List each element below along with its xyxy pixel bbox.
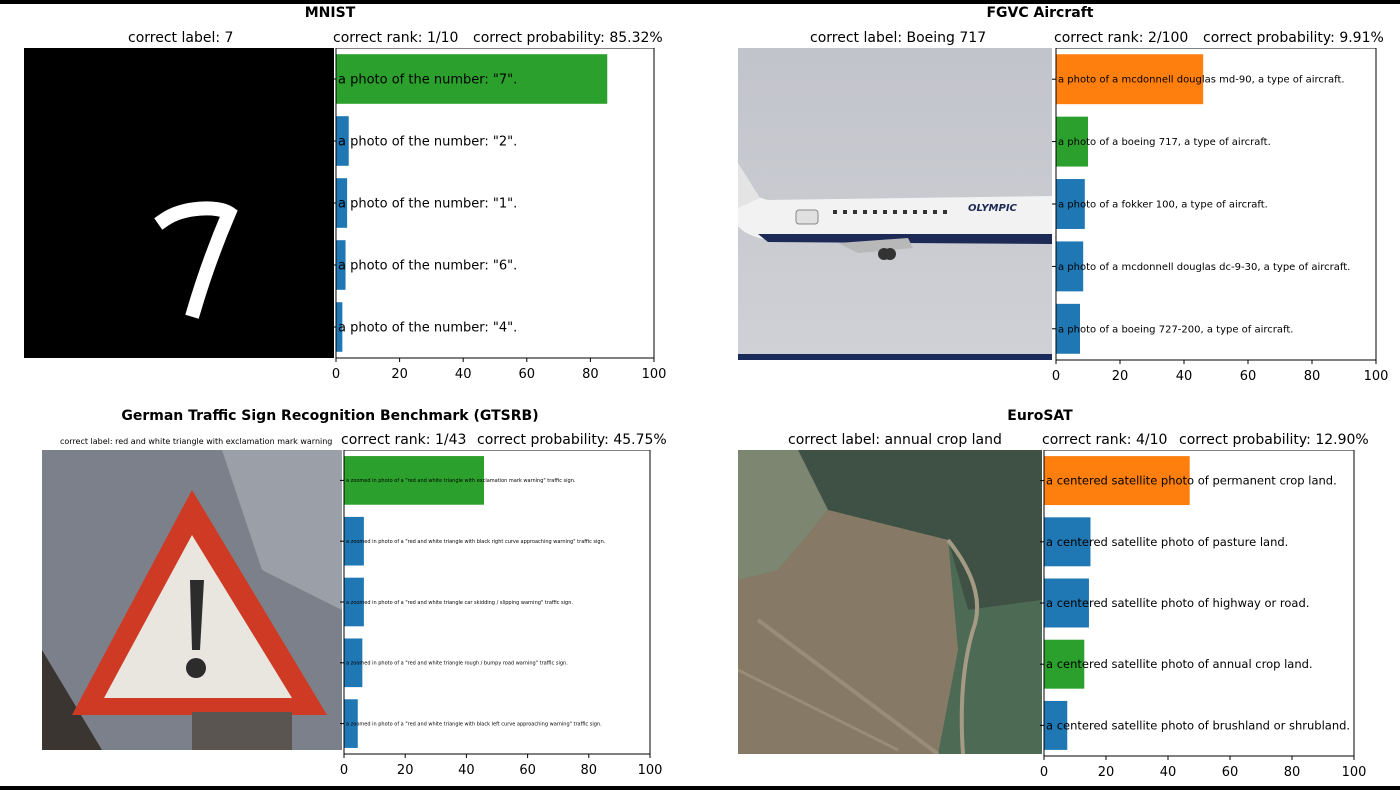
correct-rank-mnist: correct rank: 1/10 <box>333 30 459 46</box>
bar-1 <box>1044 517 1091 567</box>
plot-frame <box>343 450 651 755</box>
x-tick-label: 40 <box>1160 765 1177 780</box>
correct-probability-gtsrb: correct probability: 45.75% <box>477 432 667 448</box>
correct-label-fgvc: correct label: Boeing 717 <box>810 30 987 46</box>
plot-frame <box>1055 48 1377 361</box>
x-tick-label: 20 <box>397 763 414 778</box>
x-tick-label: 80 <box>582 367 599 382</box>
x-tick-label: 60 <box>1240 369 1257 384</box>
x-tick-label: 80 <box>1284 765 1301 780</box>
bar-3 <box>344 638 363 688</box>
bar-label-0: a zoomed in photo of a "red and white tr… <box>346 478 576 484</box>
panel-title-gtsrb: German Traffic Sign Recognition Benchmar… <box>121 408 539 424</box>
bar-label-0: a centered satellite photo of permanent … <box>1046 474 1337 488</box>
bar-label-1: a photo of a boeing 717, a type of aircr… <box>1058 137 1271 148</box>
x-tick-label: 100 <box>638 763 663 778</box>
bar-chart-fgvc: a photo of a mcdonnell douglas md-90, a … <box>1052 48 1389 384</box>
bar-label-0: a photo of the number: "7". <box>338 73 517 88</box>
bar-1 <box>1056 116 1088 167</box>
mnist-digit-image <box>24 48 334 358</box>
correct-rank-gtsrb: correct rank: 1/43 <box>341 432 467 448</box>
bar-3 <box>336 240 346 290</box>
correct-label-gtsrb: correct label: red and white triangle wi… <box>60 437 333 446</box>
x-tick-label: 20 <box>1098 765 1115 780</box>
x-tick-label: 100 <box>1342 765 1367 780</box>
bar-0 <box>1044 456 1190 506</box>
panel-title-eurosat: EuroSAT <box>1007 408 1073 424</box>
x-tick-label: 100 <box>1364 369 1389 384</box>
correct-probability-eurosat: correct probability: 12.90% <box>1179 432 1369 448</box>
bar-label-4: a photo of the number: "4". <box>338 321 517 336</box>
correct-label-eurosat: correct label: annual crop land <box>788 432 1002 448</box>
bar-3 <box>1056 241 1084 292</box>
correct-probability-mnist: correct probability: 85.32% <box>473 30 663 46</box>
bar-label-3: a photo of a mcdonnell douglas dc-9-30, … <box>1058 262 1350 273</box>
bar-1 <box>336 116 349 166</box>
satellite-image <box>738 450 1042 754</box>
x-tick-label: 80 <box>1304 369 1321 384</box>
bar-chart-gtsrb: a zoomed in photo of a "red and white tr… <box>340 450 663 778</box>
bar-3 <box>1044 639 1085 689</box>
x-tick-label: 60 <box>1222 765 1239 780</box>
figure-frame: MNIST correct label: 7 correct rank: 1/1… <box>0 4 1400 786</box>
x-tick-label: 0 <box>340 763 348 778</box>
bar-2 <box>1056 179 1085 229</box>
bar-0 <box>344 456 484 505</box>
bar-label-4: a centered satellite photo of brushland … <box>1046 718 1350 732</box>
bar-label-1: a zoomed in photo of a "red and white tr… <box>346 539 606 545</box>
bar-label-3: a zoomed in photo of a "red and white tr… <box>346 661 568 667</box>
correct-rank-eurosat: correct rank: 4/10 <box>1042 432 1168 448</box>
x-tick-label: 60 <box>519 367 536 382</box>
bar-label-1: a centered satellite photo of pasture la… <box>1046 535 1288 549</box>
x-tick-label: 0 <box>1040 765 1048 780</box>
bar-label-2: a zoomed in photo of a "red and white tr… <box>346 600 573 606</box>
bar-4 <box>1044 700 1068 750</box>
panel-title-mnist: MNIST <box>304 5 356 21</box>
plot-frame <box>1043 450 1355 757</box>
bar-label-2: a photo of the number: "1". <box>338 197 517 212</box>
x-tick-label: 40 <box>455 367 472 382</box>
bar-label-2: a photo of a fokker 100, a type of aircr… <box>1058 200 1268 211</box>
bar-4 <box>344 699 358 748</box>
plot-frame <box>335 48 655 359</box>
traffic-sign-image <box>42 450 342 750</box>
bar-4 <box>336 302 343 352</box>
x-tick-label: 60 <box>519 763 536 778</box>
bar-label-4: a zoomed in photo of a "red and white tr… <box>346 721 602 727</box>
bar-label-2: a centered satellite photo of highway or… <box>1046 596 1309 610</box>
airline-logo-text: OLYMPIC <box>968 203 1018 214</box>
bar-4 <box>1056 303 1080 354</box>
x-tick-label: 20 <box>1112 369 1129 384</box>
bar-2 <box>1044 578 1089 628</box>
bar-0 <box>336 54 608 104</box>
bar-label-4: a photo of a boeing 727-200, a type of a… <box>1058 324 1293 335</box>
aircraft-image: OLYMPIC <box>738 48 1052 360</box>
bar-label-3: a photo of the number: "6". <box>338 259 517 274</box>
x-tick-label: 0 <box>332 367 340 382</box>
panel-title-fgvc: FGVC Aircraft <box>986 5 1094 21</box>
x-tick-label: 40 <box>458 763 475 778</box>
bar-2 <box>336 178 348 228</box>
bar-1 <box>344 516 364 566</box>
x-tick-label: 80 <box>581 763 598 778</box>
bar-label-0: a photo of a mcdonnell douglas md-90, a … <box>1058 75 1345 86</box>
bar-label-1: a photo of the number: "2". <box>338 135 517 150</box>
bar-chart-eurosat: a centered satellite photo of permanent … <box>1040 450 1367 780</box>
bar-0 <box>1056 54 1204 105</box>
x-tick-label: 20 <box>391 367 408 382</box>
bar-chart-mnist: a photo of the number: "7". a photo of th… <box>332 48 667 382</box>
correct-probability-fgvc: correct probability: 9.91% <box>1203 30 1384 46</box>
correct-rank-fgvc: correct rank: 2/100 <box>1054 30 1189 46</box>
bar-label-3: a centered satellite photo of annual cro… <box>1046 657 1313 671</box>
x-tick-label: 100 <box>642 367 667 382</box>
x-tick-label: 40 <box>1176 369 1193 384</box>
x-tick-label: 0 <box>1052 369 1060 384</box>
correct-label-mnist: correct label: 7 <box>128 30 234 46</box>
bar-2 <box>344 577 364 627</box>
